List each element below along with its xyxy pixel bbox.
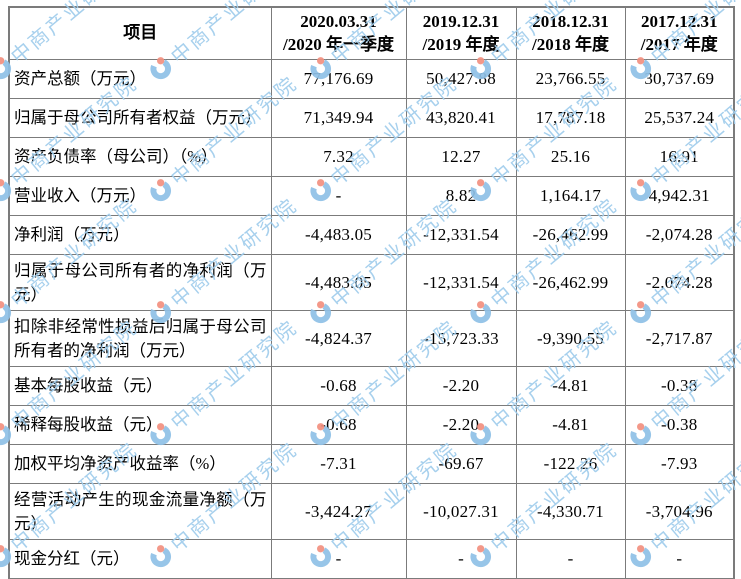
header-date: 2019.12.31 [422, 12, 500, 32]
cell-value: 30,737.69 [624, 59, 735, 99]
row-label: 加权平均净资产收益率（%） [8, 444, 272, 484]
cell-value: 71,349.94 [270, 98, 407, 138]
row-label: 扣除非经常性损益后归属于母公司所有者的净利润（万元） [8, 310, 272, 367]
header-period: /2018 年度 [532, 34, 609, 54]
cell-value: 12.27 [405, 137, 517, 177]
cell-value: -0.38 [624, 366, 735, 406]
cell-value: -12,331.54 [405, 215, 517, 255]
row-label: 稀释每股收益（元） [8, 405, 272, 445]
header-row: 项目 2020.03.31 /2020 年一季度 2019.12.31 /201… [8, 6, 735, 60]
cell-value: -10,027.31 [405, 483, 517, 540]
cell-value: - [405, 539, 517, 579]
header-period: /2020 年一季度 [283, 34, 394, 54]
header-period-2018: 2018.12.31 /2018 年度 [515, 6, 626, 60]
row-label: 经营活动产生的现金流量净额（万元） [8, 483, 272, 540]
cell-value: 4,942.31 [624, 176, 735, 216]
cell-value: -4,483.05 [270, 254, 407, 311]
table-row: 资产总额（万元） 77,176.69 50,427.88 23,766.55 30,73… [8, 59, 735, 99]
cell-value: -69.67 [405, 444, 517, 484]
cell-value: 16.91 [624, 137, 735, 177]
cell-value: -0.38 [624, 405, 735, 445]
cell-value: -4,483.05 [270, 215, 407, 255]
cell-value: 50,427.88 [405, 59, 517, 99]
cell-value: -7.93 [624, 444, 735, 484]
cell-value: 1,164.17 [515, 176, 626, 216]
financial-table: 项目 2020.03.31 /2020 年一季度 2019.12.31 /201… [8, 6, 735, 579]
table-body: 资产总额（万元） 77,176.69 50,427.88 23,766.55 30,73… [8, 59, 735, 579]
cell-value: 8.82 [405, 176, 517, 216]
row-label: 归属于母公司所有者权益（万元） [8, 98, 272, 138]
table-row: 经营活动产生的现金流量净额（万元） -3,424.27 -10,027.31 -4,3… [8, 483, 735, 540]
cell-value: -4.81 [515, 366, 626, 406]
cell-value: - [624, 539, 735, 579]
cell-value: 43,820.41 [405, 98, 517, 138]
table-row: 资产负债率（母公司）（%） 7.32 12.27 25.16 16.91 [8, 137, 735, 177]
header-period-q1-2020: 2020.03.31 /2020 年一季度 [270, 6, 407, 60]
cell-value: -12,331.54 [405, 254, 517, 311]
cell-value: 7.32 [270, 137, 407, 177]
header-date: 2017.12.31 [641, 12, 718, 32]
cell-value: -122.26 [515, 444, 626, 484]
cell-value: -15,723.33 [405, 310, 517, 367]
cell-value: - [270, 539, 407, 579]
row-label: 归属于母公司所有者的净利润（万元） [8, 254, 272, 311]
header-period: /2019 年度 [422, 34, 500, 54]
cell-value: 77,176.69 [270, 59, 407, 99]
table-row: 基本每股收益（元） -0.68 -2.20 -4.81 -0.38 [8, 366, 735, 406]
cell-value: -0.68 [270, 366, 407, 406]
cell-value: -4,330.71 [515, 483, 626, 540]
cell-value: -2,074.28 [624, 254, 735, 311]
header-item: 项目 [8, 6, 272, 60]
row-label: 资产总额（万元） [8, 59, 272, 99]
header-period-2017: 2017.12.31 /2017 年度 [624, 6, 735, 60]
cell-value: - [515, 539, 626, 579]
cell-value: -2,717.87 [624, 310, 735, 367]
header-date: 2020.03.31 [300, 12, 377, 32]
table-row: 稀释每股收益（元） -0.68 -2.20 -4.81 -0.38 [8, 405, 735, 445]
cell-value: -2,074.28 [624, 215, 735, 255]
cell-value: -4.81 [515, 405, 626, 445]
table-row: 归属于母公司所有者的净利润（万元） -4,483.05 -12,331.54 -26,… [8, 254, 735, 311]
cell-value: 25,537.24 [624, 98, 735, 138]
cell-value: - [270, 176, 407, 216]
cell-value: -7.31 [270, 444, 407, 484]
cell-value: -4,824.37 [270, 310, 407, 367]
header-date: 2018.12.31 [532, 12, 609, 32]
table-container: 项目 2020.03.31 /2020 年一季度 2019.12.31 /201… [8, 6, 735, 579]
row-label: 资产负债率（母公司）（%） [8, 137, 272, 177]
row-label: 营业收入（万元） [8, 176, 272, 216]
row-label: 现金分红（元） [8, 539, 272, 579]
table-row: 扣除非经常性损益后归属于母公司所有者的净利润（万元） -4,824.37 -15,7… [8, 310, 735, 367]
row-label: 基本每股收益（元） [8, 366, 272, 406]
table-row: 现金分红（元） - - - - [8, 539, 735, 579]
cell-value: -0.68 [270, 405, 407, 445]
cell-value: -2.20 [405, 405, 517, 445]
cell-value: 17,787.18 [515, 98, 626, 138]
header-period: /2017 年度 [640, 34, 718, 54]
cell-value: -26,462.99 [515, 254, 626, 311]
cell-value: -26,462.99 [515, 215, 626, 255]
cell-value: 25.16 [515, 137, 626, 177]
table-row: 营业收入（万元） -8.82 1,164.17 4,942.31 [8, 176, 735, 216]
cell-value: 23,766.55 [515, 59, 626, 99]
table-header: 项目 2020.03.31 /2020 年一季度 2019.12.31 /201… [8, 6, 735, 60]
cell-value: -3,704.96 [624, 483, 735, 540]
header-period-2019: 2019.12.31 /2019 年度 [405, 6, 517, 60]
table-row: 加权平均净资产收益率（%） -7.31 -69.67 -122.26 -7.93 [8, 444, 735, 484]
cell-value: -3,424.27 [270, 483, 407, 540]
cell-value: -9,390.55 [515, 310, 626, 367]
cell-value: -2.20 [405, 366, 517, 406]
header-item-label: 项目 [123, 23, 158, 43]
table-row: 净利润（万元） -4,483.05 -12,331.54 -26,462.99 -2,0… [8, 215, 735, 255]
table-row: 归属于母公司所有者权益（万元） 71,349.94 43,820.41 17,787.… [8, 98, 735, 138]
row-label: 净利润（万元） [8, 215, 272, 255]
